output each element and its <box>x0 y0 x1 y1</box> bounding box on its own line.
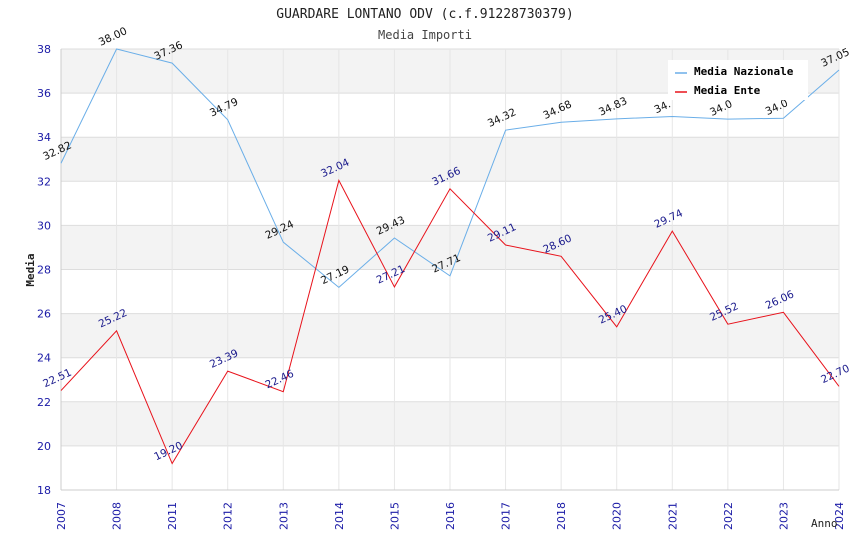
y-tick-label: 30 <box>37 219 51 232</box>
x-tick-label: 2021 <box>666 502 679 530</box>
series-line-nazionale <box>60 48 840 289</box>
x-tick-label: 2018 <box>555 502 568 530</box>
legend-label-ente: Media Ente <box>694 84 761 97</box>
x-tick-label: 2007 <box>55 502 68 530</box>
x-tick-label: 2017 <box>500 502 513 530</box>
series-lines <box>60 48 840 465</box>
x-tick-label: 2011 <box>166 502 179 530</box>
x-tick-labels: 2007 2008 2011 2012 2013 2014 2015 2016 2017 2018… <box>55 502 846 530</box>
y-tick-label: 28 <box>37 264 51 277</box>
x-tick-label: 2012 <box>222 502 235 530</box>
grid-lines <box>60 48 840 491</box>
legend-box <box>668 60 808 100</box>
y-tick-label: 38 <box>37 43 51 56</box>
legend-label-nazionale: Media Nazionale <box>694 65 794 78</box>
y-tick-label: 18 <box>37 484 51 497</box>
y-tick-label: 22 <box>37 396 51 409</box>
chart-title: GUARDARE LONTANO ODV (c.f.91228730379) <box>276 7 573 22</box>
x-tick-label: 2024 <box>833 502 846 530</box>
x-tick-label: 2022 <box>722 502 735 530</box>
x-tick-label: 2020 <box>611 502 624 530</box>
y-tick-label: 32 <box>37 175 51 188</box>
data-label-nazionale: 38.00 <box>97 25 129 49</box>
y-tick-label: 26 <box>37 308 51 321</box>
legend: Media Nazionale Media Ente <box>668 60 808 100</box>
series-line-ente <box>60 179 840 465</box>
chart-subtitle: Media Importi <box>378 28 472 42</box>
y-tick-label: 36 <box>37 87 51 100</box>
y-tick-label: 24 <box>37 352 51 365</box>
y-tick-label: 20 <box>37 440 51 453</box>
x-tick-label: 2008 <box>111 502 124 530</box>
x-tick-label: 2013 <box>277 502 290 530</box>
x-tick-label: 2014 <box>333 502 346 530</box>
y-axis-label: Media <box>24 253 37 286</box>
x-tick-label: 2016 <box>444 502 457 530</box>
x-tick-label: 2023 <box>777 502 790 530</box>
y-tick-label: 34 <box>37 131 51 144</box>
y-tick-labels: 18 20 22 24 26 28 30 32 34 36 38 <box>37 43 51 497</box>
x-tick-label: 2015 <box>388 502 401 530</box>
x-axis-label: Anno <box>811 517 838 530</box>
